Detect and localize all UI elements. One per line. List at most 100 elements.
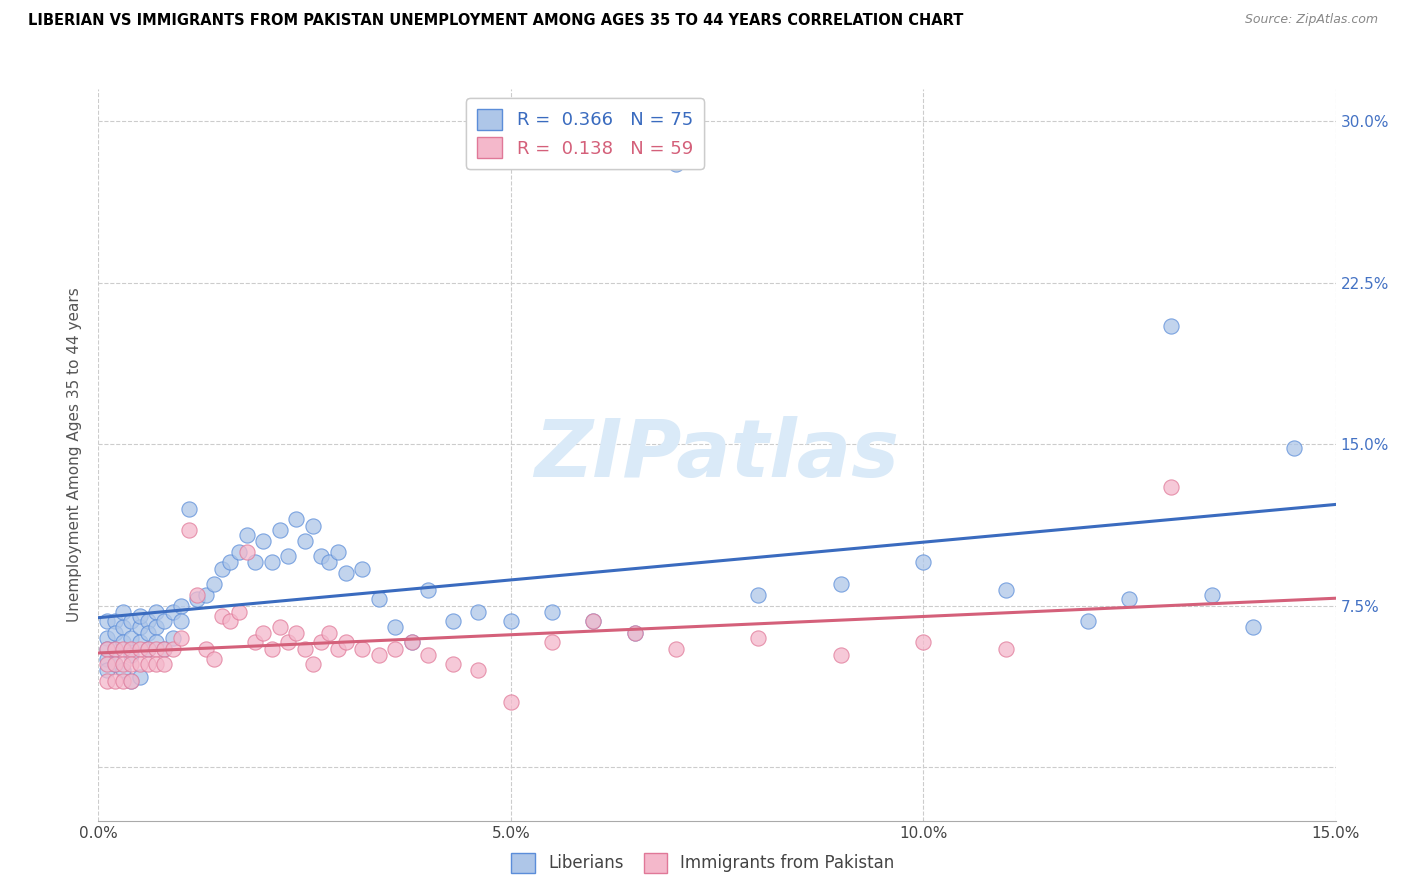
Point xyxy=(179,501,201,516)
Point xyxy=(162,631,184,645)
Point xyxy=(1284,442,1306,456)
Point xyxy=(367,648,389,662)
Point xyxy=(136,626,159,640)
Point xyxy=(96,673,118,688)
Point xyxy=(236,527,259,541)
Point xyxy=(277,635,299,649)
Point xyxy=(1160,318,1182,333)
Point xyxy=(236,545,259,559)
Point xyxy=(352,641,374,656)
Point xyxy=(153,641,176,656)
Point xyxy=(367,592,389,607)
Point xyxy=(96,614,118,628)
Point xyxy=(170,599,193,613)
Point xyxy=(352,562,374,576)
Point xyxy=(326,641,349,656)
Point xyxy=(120,631,142,645)
Legend: R =  0.366   N = 75, R =  0.138   N = 59: R = 0.366 N = 75, R = 0.138 N = 59 xyxy=(467,98,704,169)
Point xyxy=(136,641,159,656)
Point xyxy=(112,673,135,688)
Point xyxy=(128,635,150,649)
Text: ZIPatlas: ZIPatlas xyxy=(534,416,900,494)
Point xyxy=(830,648,852,662)
Point xyxy=(112,635,135,649)
Point xyxy=(541,605,564,619)
Point xyxy=(243,635,266,649)
Text: Source: ZipAtlas.com: Source: ZipAtlas.com xyxy=(1244,13,1378,27)
Point xyxy=(128,657,150,671)
Point xyxy=(162,641,184,656)
Point xyxy=(1241,620,1264,634)
Point xyxy=(145,605,167,619)
Point xyxy=(318,556,340,570)
Point xyxy=(170,614,193,628)
Point xyxy=(128,641,150,656)
Point xyxy=(104,641,127,656)
Point xyxy=(623,626,645,640)
Point xyxy=(96,641,118,656)
Point xyxy=(467,663,489,677)
Point xyxy=(912,556,935,570)
Point xyxy=(128,669,150,683)
Point xyxy=(441,657,464,671)
Point xyxy=(747,631,769,645)
Point xyxy=(136,657,159,671)
Point xyxy=(285,626,308,640)
Point xyxy=(335,635,357,649)
Point xyxy=(623,626,645,640)
Point xyxy=(1077,614,1099,628)
Point xyxy=(309,635,332,649)
Point xyxy=(112,663,135,677)
Point xyxy=(211,609,233,624)
Point xyxy=(120,657,142,671)
Point xyxy=(1201,588,1223,602)
Point xyxy=(153,641,176,656)
Point xyxy=(104,657,127,671)
Point xyxy=(302,657,325,671)
Point xyxy=(401,635,423,649)
Point xyxy=(994,583,1017,598)
Point xyxy=(112,605,135,619)
Point xyxy=(104,657,127,671)
Point xyxy=(194,641,217,656)
Point xyxy=(153,614,176,628)
Point xyxy=(145,657,167,671)
Point xyxy=(170,631,193,645)
Point xyxy=(499,614,522,628)
Point xyxy=(441,614,464,628)
Point xyxy=(120,648,142,662)
Point xyxy=(335,566,357,581)
Point xyxy=(302,519,325,533)
Point xyxy=(277,549,299,563)
Point xyxy=(384,641,406,656)
Point xyxy=(252,533,274,548)
Point xyxy=(1118,592,1140,607)
Point xyxy=(260,641,283,656)
Point xyxy=(120,641,142,656)
Point xyxy=(1160,480,1182,494)
Point xyxy=(202,652,225,666)
Point xyxy=(96,663,118,677)
Point xyxy=(136,641,159,656)
Point xyxy=(120,673,142,688)
Point xyxy=(285,512,308,526)
Point xyxy=(326,545,349,559)
Point xyxy=(104,614,127,628)
Point xyxy=(665,157,688,171)
Point xyxy=(136,614,159,628)
Point xyxy=(186,592,208,607)
Point xyxy=(112,657,135,671)
Point xyxy=(128,609,150,624)
Point xyxy=(128,620,150,634)
Point xyxy=(145,620,167,634)
Point xyxy=(179,523,201,537)
Y-axis label: Unemployment Among Ages 35 to 44 years: Unemployment Among Ages 35 to 44 years xyxy=(67,287,83,623)
Point xyxy=(418,648,440,662)
Point xyxy=(120,614,142,628)
Point xyxy=(309,549,332,563)
Point xyxy=(104,626,127,640)
Point xyxy=(260,556,283,570)
Point xyxy=(96,641,118,656)
Point xyxy=(541,635,564,649)
Point xyxy=(252,626,274,640)
